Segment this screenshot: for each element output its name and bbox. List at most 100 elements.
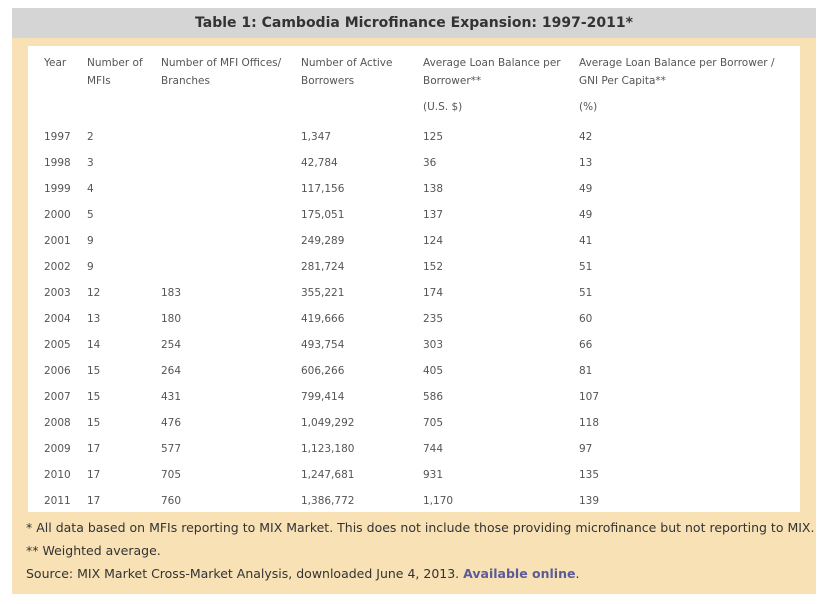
source-text: Source: MIX Market Cross-Market Analysis…	[26, 566, 460, 581]
cell: 799,414	[301, 391, 345, 403]
cell	[155, 98, 295, 124]
cell: 41	[579, 235, 593, 247]
cell: 81	[579, 365, 593, 377]
cell: 66	[579, 339, 593, 351]
cell: 49	[579, 209, 593, 221]
cell: 2007	[44, 391, 71, 403]
cell: 431	[161, 391, 182, 403]
cell: Year	[44, 57, 67, 69]
source-link[interactable]: Available online	[463, 566, 576, 581]
cell: 36	[423, 157, 437, 169]
cell: Average Loan Balance per Borrower / GNI …	[579, 57, 775, 87]
cell	[81, 98, 155, 124]
cell: 2000	[44, 209, 71, 221]
table-panel: Year Number of MFIs Number of MFI Offices/…	[28, 46, 800, 512]
cell: 17	[87, 495, 101, 507]
cell: 3	[87, 157, 94, 169]
cell: Number of Active Borrowers	[301, 57, 393, 87]
data-row: 2009 17 577 1,123,180 744 97	[38, 436, 798, 462]
cell	[295, 98, 417, 124]
data-row: 2007 15 431 799,414 586 107	[38, 384, 798, 410]
cell: 476	[161, 417, 182, 429]
cell: 2001	[44, 235, 71, 247]
cell: 51	[579, 287, 593, 299]
cell: 137	[423, 209, 444, 221]
data-row: 2004 13 180 419,666 235 60	[38, 306, 798, 332]
units-row: (U.S. $) (%)	[38, 98, 798, 124]
cell: (U.S. $)	[423, 101, 463, 113]
cell: Average Loan Balance per Borrower**	[423, 57, 561, 87]
data-row: 2002 9 281,724 152 51	[38, 254, 798, 280]
cell: 15	[87, 391, 101, 403]
footnote: ** Weighted average.	[26, 543, 161, 558]
cell: 2008	[44, 417, 71, 429]
footnote: * All data based on MFIs reporting to MI…	[26, 520, 815, 535]
data-row: 1998 3 42,784 36 13	[38, 150, 798, 176]
cell: 175,051	[301, 209, 345, 221]
cell	[155, 176, 295, 202]
cell	[38, 98, 81, 124]
cell: 152	[423, 261, 444, 273]
cell: 51	[579, 261, 593, 273]
cell: 705	[161, 469, 182, 481]
data-row: 2008 15 476 1,049,292 705 118	[38, 410, 798, 436]
cell: 235	[423, 313, 444, 325]
cell: 107	[579, 391, 600, 403]
cell: 744	[423, 443, 444, 455]
cell: Number of MFIs	[87, 57, 143, 87]
source-end: .	[575, 566, 580, 581]
cell: 2010	[44, 469, 71, 481]
cell: 174	[423, 287, 444, 299]
cell: 117,156	[301, 183, 345, 195]
cell: 4	[87, 183, 94, 195]
source: Source: MIX Market Cross-Market Analysis…	[26, 562, 814, 585]
cell: Number of MFI Offices/ Branches	[161, 57, 282, 87]
cell: 281,724	[301, 261, 345, 273]
cell: 405	[423, 365, 444, 377]
cell: 60	[579, 313, 593, 325]
cell	[155, 124, 295, 150]
cell: 577	[161, 443, 182, 455]
cell: 2004	[44, 313, 71, 325]
cell: 254	[161, 339, 182, 351]
cell: 125	[423, 131, 444, 143]
cell: 2006	[44, 365, 71, 377]
cell: 180	[161, 313, 182, 325]
data-row: 1999 4 117,156 138 49	[38, 176, 798, 202]
data-row: 2011 17 760 1,386,772 1,170 139	[38, 488, 798, 514]
cell: 1,247,681	[301, 469, 355, 481]
cell: 1,123,180	[301, 443, 355, 455]
cell: 14	[87, 339, 101, 351]
cell: (%)	[579, 101, 598, 113]
cell: 1997	[44, 131, 71, 143]
cell: 2009	[44, 443, 71, 455]
data-row: 2001 9 249,289 124 41	[38, 228, 798, 254]
data-row: 2003 12 183 355,221 174 51	[38, 280, 798, 306]
cell: 2011	[44, 495, 71, 507]
cell: 2005	[44, 339, 71, 351]
cell: 15	[87, 417, 101, 429]
cell: 135	[579, 469, 600, 481]
cell	[155, 228, 295, 254]
cell: 760	[161, 495, 182, 507]
cell: 1,386,772	[301, 495, 355, 507]
cell: 606,266	[301, 365, 345, 377]
table-box: Table 1: Cambodia Microfinance Expansion…	[12, 8, 816, 594]
cell: 118	[579, 417, 600, 429]
cell: 419,666	[301, 313, 345, 325]
cell	[155, 254, 295, 280]
cell: 705	[423, 417, 444, 429]
cell: 9	[87, 235, 94, 247]
cell: 931	[423, 469, 444, 481]
cell: 5	[87, 209, 94, 221]
cell: 139	[579, 495, 600, 507]
cell: 138	[423, 183, 444, 195]
data-row: 2006 15 264 606,266 405 81	[38, 358, 798, 384]
cell: 2002	[44, 261, 71, 273]
cell: 42,784	[301, 157, 338, 169]
cell	[155, 150, 295, 176]
header-row: Year Number of MFIs Number of MFI Offices/…	[38, 54, 798, 98]
table-title: Table 1: Cambodia Microfinance Expansion…	[12, 8, 816, 38]
cell: 97	[579, 443, 593, 455]
cell: 249,289	[301, 235, 345, 247]
